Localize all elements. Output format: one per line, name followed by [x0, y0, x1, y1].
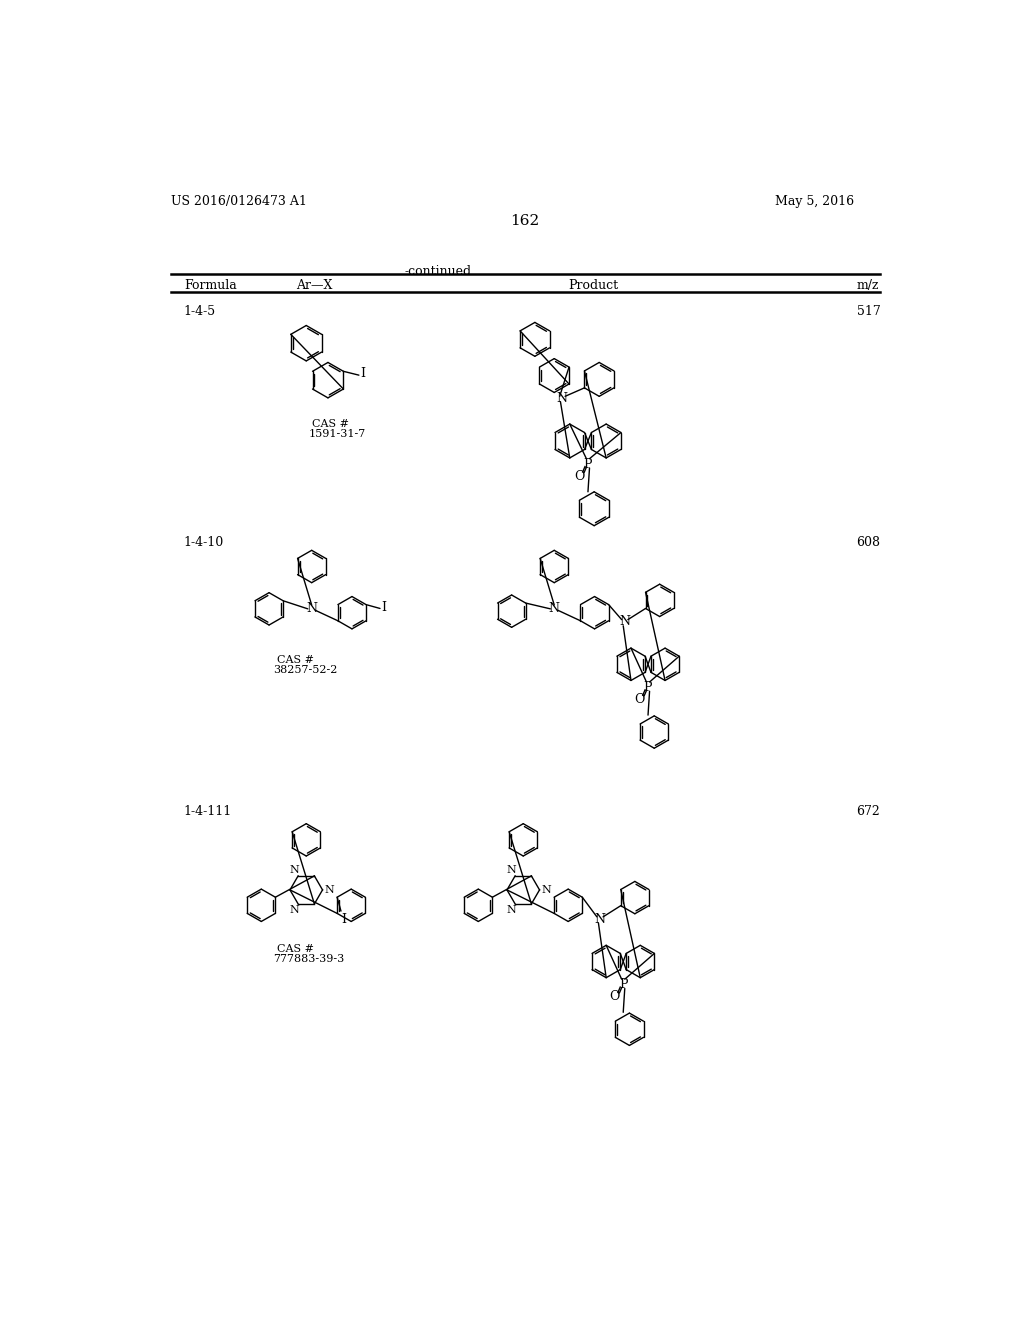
Text: m/z: m/z — [856, 280, 879, 292]
Text: CAS #: CAS # — [276, 944, 313, 954]
Text: May 5, 2016: May 5, 2016 — [775, 194, 854, 207]
Text: 672: 672 — [856, 805, 881, 818]
Text: 517: 517 — [856, 305, 881, 318]
Text: Ar—X: Ar—X — [296, 280, 332, 292]
Text: N: N — [556, 392, 567, 405]
Text: N: N — [507, 906, 516, 915]
Text: -continued: -continued — [404, 264, 472, 277]
Text: 1-4-5: 1-4-5 — [183, 305, 216, 318]
Text: 1-4-111: 1-4-111 — [183, 805, 232, 818]
Text: O: O — [574, 470, 585, 483]
Text: 1-4-10: 1-4-10 — [183, 536, 224, 549]
Text: P: P — [644, 681, 652, 694]
Text: N: N — [325, 884, 335, 895]
Text: Product: Product — [568, 280, 618, 292]
Text: I: I — [360, 367, 366, 380]
Text: Formula: Formula — [183, 280, 237, 292]
Text: US 2016/0126473 A1: US 2016/0126473 A1 — [171, 194, 306, 207]
Text: 38257-52-2: 38257-52-2 — [273, 665, 337, 675]
Text: N: N — [306, 602, 317, 615]
Text: N: N — [549, 602, 560, 615]
Text: O: O — [634, 693, 645, 706]
Text: CAS #: CAS # — [312, 418, 349, 429]
Text: 1591-31-7: 1591-31-7 — [308, 429, 366, 438]
Text: O: O — [609, 990, 620, 1003]
Text: P: P — [584, 458, 592, 471]
Text: P: P — [618, 978, 628, 991]
Text: I: I — [382, 601, 387, 614]
Text: 162: 162 — [510, 214, 540, 228]
Text: N: N — [290, 865, 299, 875]
Text: N: N — [620, 615, 631, 628]
Text: CAS #: CAS # — [276, 655, 313, 665]
Text: 777883-39-3: 777883-39-3 — [273, 954, 344, 964]
Text: 608: 608 — [856, 536, 881, 549]
Text: N: N — [290, 906, 299, 915]
Text: N: N — [507, 865, 516, 875]
Text: I: I — [341, 912, 346, 925]
Text: N: N — [595, 912, 605, 925]
Text: N: N — [542, 884, 551, 895]
